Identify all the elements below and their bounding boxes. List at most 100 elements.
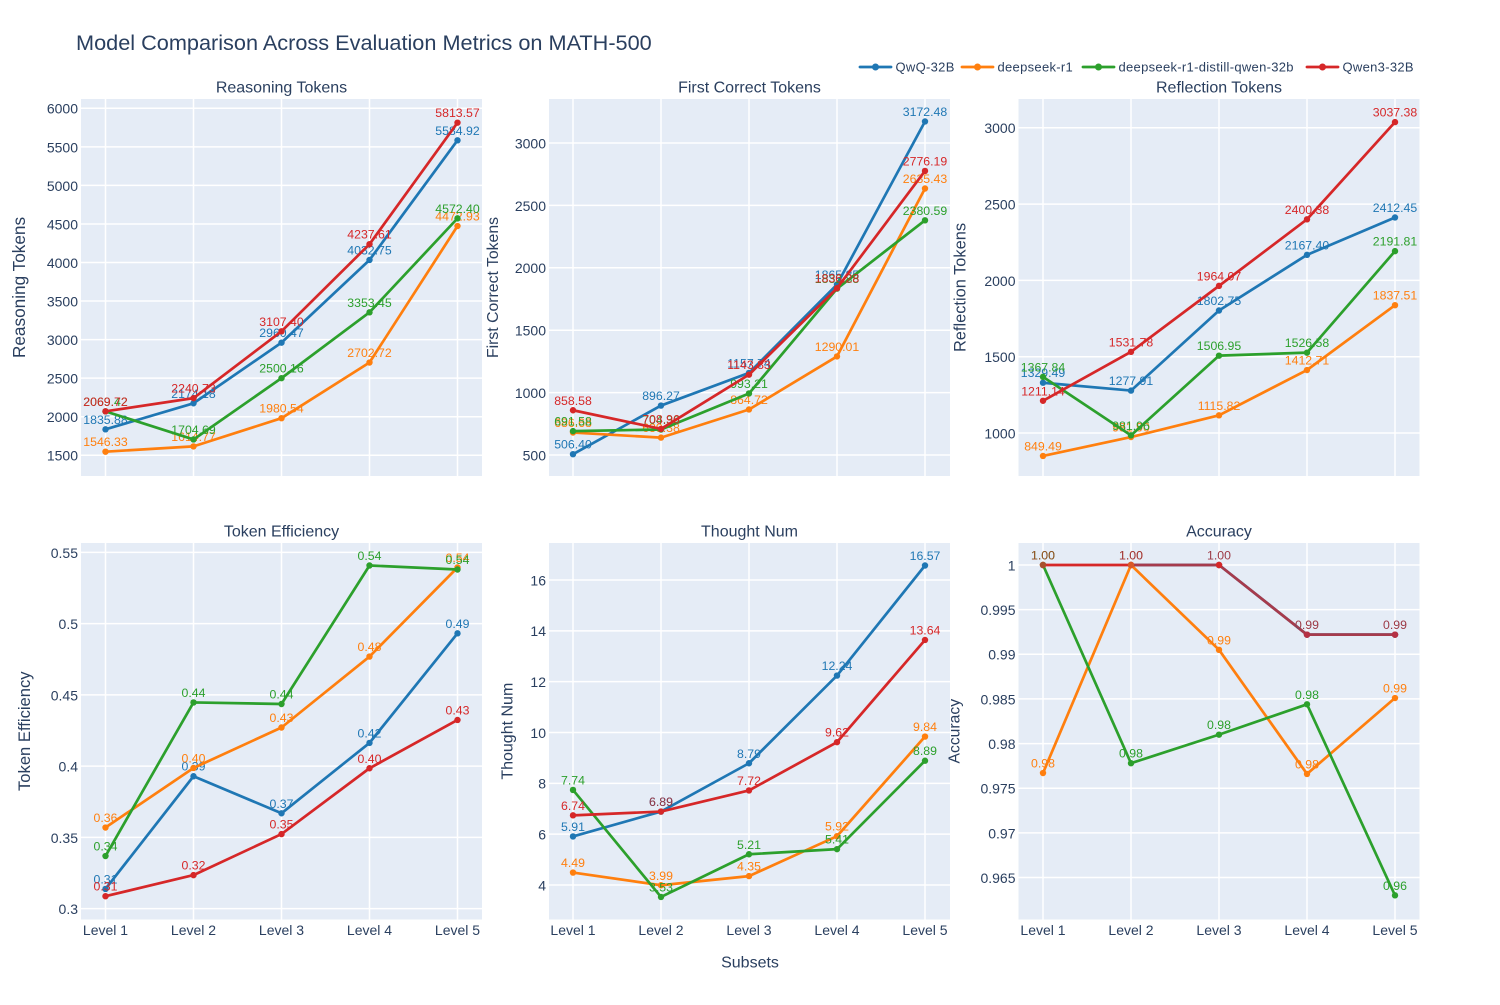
svg-text:Level 1: Level 1 xyxy=(1020,922,1065,938)
svg-text:0.44: 0.44 xyxy=(182,686,206,700)
svg-text:2500.16: 2500.16 xyxy=(259,362,304,376)
svg-text:0.985: 0.985 xyxy=(980,691,1015,707)
svg-text:0.4: 0.4 xyxy=(59,759,79,775)
svg-text:Accuracy: Accuracy xyxy=(947,699,964,764)
svg-text:858.58: 858.58 xyxy=(554,394,592,408)
svg-text:506.40: 506.40 xyxy=(554,438,592,452)
svg-text:1412.71: 1412.71 xyxy=(1285,354,1330,368)
svg-text:2000: 2000 xyxy=(47,409,78,425)
svg-text:1.00: 1.00 xyxy=(1119,549,1143,563)
svg-text:0.98: 0.98 xyxy=(988,736,1015,752)
svg-text:Token Efficiency: Token Efficiency xyxy=(15,671,34,791)
svg-text:3000: 3000 xyxy=(47,332,78,348)
svg-text:Level 3: Level 3 xyxy=(1196,922,1241,938)
svg-text:1157.74: 1157.74 xyxy=(727,356,771,370)
svg-text:1000: 1000 xyxy=(984,425,1015,441)
svg-text:6: 6 xyxy=(538,827,546,843)
svg-text:1802.75: 1802.75 xyxy=(1197,294,1242,308)
svg-text:0.34: 0.34 xyxy=(94,840,118,854)
svg-text:Model Comparison Across Evalua: Model Comparison Across Evaluation Metri… xyxy=(76,30,652,55)
svg-text:8.79: 8.79 xyxy=(737,747,761,761)
svg-text:First Correct Tokens: First Correct Tokens xyxy=(678,80,821,97)
svg-text:1.00: 1.00 xyxy=(1119,549,1143,563)
svg-text:Level 1: Level 1 xyxy=(550,922,595,938)
svg-text:0.42: 0.42 xyxy=(358,726,382,740)
svg-text:4572.40: 4572.40 xyxy=(435,202,480,216)
svg-text:14: 14 xyxy=(530,623,546,639)
svg-text:981.90: 981.90 xyxy=(1112,421,1150,435)
svg-text:2380.59: 2380.59 xyxy=(903,204,948,218)
svg-text:1.00: 1.00 xyxy=(1031,549,1055,563)
svg-text:0.3: 0.3 xyxy=(59,901,79,917)
svg-text:2167.40: 2167.40 xyxy=(1285,238,1330,252)
svg-text:5.91: 5.91 xyxy=(561,820,585,834)
svg-text:3500: 3500 xyxy=(47,293,78,309)
svg-text:2702.72: 2702.72 xyxy=(347,346,392,360)
svg-text:9.62: 9.62 xyxy=(825,726,849,740)
svg-text:0.45: 0.45 xyxy=(51,687,78,703)
svg-text:0.98: 0.98 xyxy=(1031,757,1055,771)
svg-text:2000: 2000 xyxy=(984,273,1015,289)
svg-text:1704.69: 1704.69 xyxy=(171,423,216,437)
svg-text:5.92: 5.92 xyxy=(825,820,849,834)
svg-text:Level 2: Level 2 xyxy=(1108,922,1153,938)
svg-text:0.98: 0.98 xyxy=(1295,757,1319,771)
svg-text:3.99: 3.99 xyxy=(649,869,673,883)
svg-text:981.96: 981.96 xyxy=(1112,419,1150,433)
svg-text:5584.92: 5584.92 xyxy=(435,124,480,138)
svg-text:1277.91: 1277.91 xyxy=(1109,374,1154,388)
svg-text:0.48: 0.48 xyxy=(358,640,382,654)
svg-text:deepseek-r1-distill-qwen-32b: deepseek-r1-distill-qwen-32b xyxy=(1119,60,1294,75)
svg-text:1546.33: 1546.33 xyxy=(83,435,128,449)
svg-text:2500: 2500 xyxy=(515,198,546,214)
svg-text:4237.61: 4237.61 xyxy=(347,228,392,242)
svg-text:Accuracy: Accuracy xyxy=(1186,524,1252,541)
svg-text:0.99: 0.99 xyxy=(1295,618,1319,632)
svg-text:691.58: 691.58 xyxy=(554,415,592,429)
svg-text:16.57: 16.57 xyxy=(910,549,941,563)
svg-text:3000: 3000 xyxy=(515,135,546,151)
svg-text:0.975: 0.975 xyxy=(980,781,1015,797)
svg-text:16: 16 xyxy=(530,572,546,588)
svg-text:Level 5: Level 5 xyxy=(1372,922,1417,938)
svg-text:2191.81: 2191.81 xyxy=(1373,235,1418,249)
svg-text:4500: 4500 xyxy=(47,216,78,232)
svg-text:Token Efficiency: Token Efficiency xyxy=(224,524,339,541)
svg-text:0.40: 0.40 xyxy=(182,751,206,765)
svg-text:1500: 1500 xyxy=(47,448,78,464)
svg-text:3107.40: 3107.40 xyxy=(259,315,304,329)
svg-text:4.35: 4.35 xyxy=(737,860,761,874)
svg-text:708.96: 708.96 xyxy=(642,412,680,426)
svg-text:Thought Num: Thought Num xyxy=(701,524,798,541)
svg-text:2240.73: 2240.73 xyxy=(171,382,216,396)
svg-text:5000: 5000 xyxy=(47,178,78,194)
svg-text:1836.28: 1836.28 xyxy=(815,272,860,286)
svg-text:0.99: 0.99 xyxy=(1383,682,1407,696)
svg-text:686.68: 686.68 xyxy=(554,416,592,430)
svg-text:0.31: 0.31 xyxy=(94,880,118,894)
svg-text:1.00: 1.00 xyxy=(1207,549,1231,563)
svg-text:6000: 6000 xyxy=(47,101,78,117)
svg-text:Level 5: Level 5 xyxy=(902,922,947,938)
svg-text:2500: 2500 xyxy=(47,371,78,387)
svg-text:Reasoning Tokens: Reasoning Tokens xyxy=(9,217,29,358)
svg-text:5500: 5500 xyxy=(47,139,78,155)
svg-text:4000: 4000 xyxy=(47,255,78,271)
svg-text:3.53: 3.53 xyxy=(649,880,673,894)
svg-text:0.995: 0.995 xyxy=(980,602,1015,618)
svg-text:QwQ-32B: QwQ-32B xyxy=(896,60,955,75)
svg-text:6.89: 6.89 xyxy=(649,795,673,809)
svg-text:Level 5: Level 5 xyxy=(435,922,480,938)
svg-text:0.43: 0.43 xyxy=(270,711,294,725)
svg-text:1143.83: 1143.83 xyxy=(727,358,771,372)
svg-text:0.35: 0.35 xyxy=(51,830,78,846)
svg-text:2000: 2000 xyxy=(515,260,546,276)
svg-text:3172.48: 3172.48 xyxy=(903,105,948,119)
svg-text:6.89: 6.89 xyxy=(649,795,673,809)
svg-text:2400.38: 2400.38 xyxy=(1285,203,1330,217)
svg-text:12.24: 12.24 xyxy=(822,659,853,673)
svg-text:13.64: 13.64 xyxy=(910,623,941,637)
svg-text:Level 2: Level 2 xyxy=(171,922,216,938)
svg-text:Level 4: Level 4 xyxy=(814,922,859,938)
svg-text:5.41: 5.41 xyxy=(825,833,849,847)
